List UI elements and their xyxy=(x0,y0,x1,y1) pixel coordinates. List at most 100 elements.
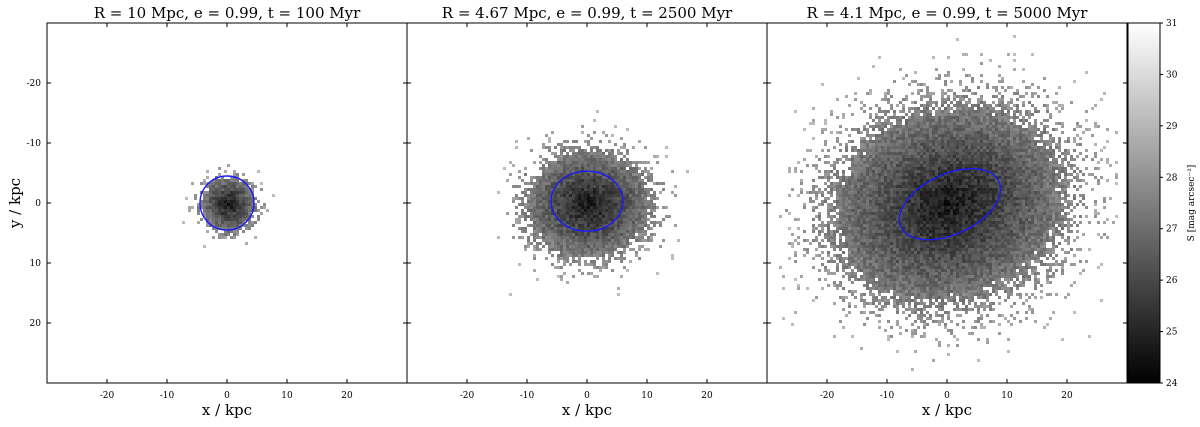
density-pixel xyxy=(830,245,833,248)
density-pixel xyxy=(596,170,599,173)
density-pixel xyxy=(896,209,899,212)
density-pixel xyxy=(911,200,914,203)
density-pixel xyxy=(926,134,929,137)
density-pixel xyxy=(929,119,932,122)
density-pixel xyxy=(575,167,578,170)
density-pixel xyxy=(923,284,926,287)
density-pixel xyxy=(890,221,893,224)
density-pixel xyxy=(869,257,872,260)
density-pixel xyxy=(581,251,584,254)
density-pixel xyxy=(938,239,941,242)
density-pixel xyxy=(542,239,545,242)
density-pixel xyxy=(953,335,956,338)
density-pixel xyxy=(929,239,932,242)
density-pixel xyxy=(560,224,563,227)
density-pixel xyxy=(248,212,251,215)
density-pixel xyxy=(617,224,620,227)
density-pixel xyxy=(857,128,860,131)
density-pixel xyxy=(233,197,236,200)
density-pixel xyxy=(611,206,614,209)
density-pixel xyxy=(860,221,863,224)
density-pixel xyxy=(944,218,947,221)
density-pixel xyxy=(950,296,953,299)
density-pixel xyxy=(596,188,599,191)
density-pixel xyxy=(950,125,953,128)
density-pixel xyxy=(224,233,227,236)
density-pixel xyxy=(923,197,926,200)
density-pixel xyxy=(557,233,560,236)
density-pixel xyxy=(857,215,860,218)
density-pixel xyxy=(602,185,605,188)
density-pixel xyxy=(839,179,842,182)
density-pixel xyxy=(587,164,590,167)
density-pixel xyxy=(623,155,626,158)
density-pixel xyxy=(893,140,896,143)
density-pixel xyxy=(869,293,872,296)
density-pixel xyxy=(932,155,935,158)
density-pixel xyxy=(638,176,641,179)
density-pixel xyxy=(941,197,944,200)
density-pixel xyxy=(956,230,959,233)
density-pixel xyxy=(911,146,914,149)
density-pixel xyxy=(908,140,911,143)
density-pixel xyxy=(218,182,221,185)
density-pixel xyxy=(581,221,584,224)
density-pixel xyxy=(605,251,608,254)
density-pixel xyxy=(896,302,899,305)
density-pixel xyxy=(935,77,938,80)
density-pixel xyxy=(956,323,959,326)
density-pixel xyxy=(965,137,968,140)
density-pixel xyxy=(557,245,560,248)
density-pixel xyxy=(935,230,938,233)
density-pixel xyxy=(917,293,920,296)
density-pixel xyxy=(551,152,554,155)
density-pixel xyxy=(557,224,560,227)
density-pixel xyxy=(923,125,926,128)
density-pixel xyxy=(917,227,920,230)
density-pixel xyxy=(614,209,617,212)
density-pixel xyxy=(932,125,935,128)
density-pixel xyxy=(887,137,890,140)
density-pixel xyxy=(530,206,533,209)
density-pixel xyxy=(833,302,836,305)
density-pixel xyxy=(896,173,899,176)
density-pixel xyxy=(557,200,560,203)
density-pixel xyxy=(893,266,896,269)
density-pixel xyxy=(935,158,938,161)
density-pixel xyxy=(632,224,635,227)
density-pixel xyxy=(572,215,575,218)
density-pixel xyxy=(875,173,878,176)
density-pixel xyxy=(614,194,617,197)
density-pixel xyxy=(890,116,893,119)
density-pixel xyxy=(884,290,887,293)
density-pixel xyxy=(902,179,905,182)
density-pixel xyxy=(233,194,236,197)
density-pixel xyxy=(944,239,947,242)
density-pixel xyxy=(887,263,890,266)
density-pixel xyxy=(635,179,638,182)
density-pixel xyxy=(548,197,551,200)
density-pixel xyxy=(893,275,896,278)
density-pixel xyxy=(896,128,899,131)
density-pixel xyxy=(794,110,797,113)
density-pixel xyxy=(953,284,956,287)
density-pixel xyxy=(584,233,587,236)
density-pixel xyxy=(650,167,653,170)
density-pixel xyxy=(827,236,830,239)
density-pixel xyxy=(932,158,935,161)
density-pixel xyxy=(953,164,956,167)
density-pixel xyxy=(896,320,899,323)
density-pixel xyxy=(572,188,575,191)
density-pixel xyxy=(926,179,929,182)
density-pixel xyxy=(884,149,887,152)
density-pixel xyxy=(851,191,854,194)
density-pixel xyxy=(569,200,572,203)
density-pixel xyxy=(587,209,590,212)
density-pixel xyxy=(869,251,872,254)
density-pixel xyxy=(545,170,548,173)
density-pixel xyxy=(923,323,926,326)
density-pixel xyxy=(863,224,866,227)
density-pixel xyxy=(623,167,626,170)
density-pixel xyxy=(626,242,629,245)
density-pixel xyxy=(830,230,833,233)
